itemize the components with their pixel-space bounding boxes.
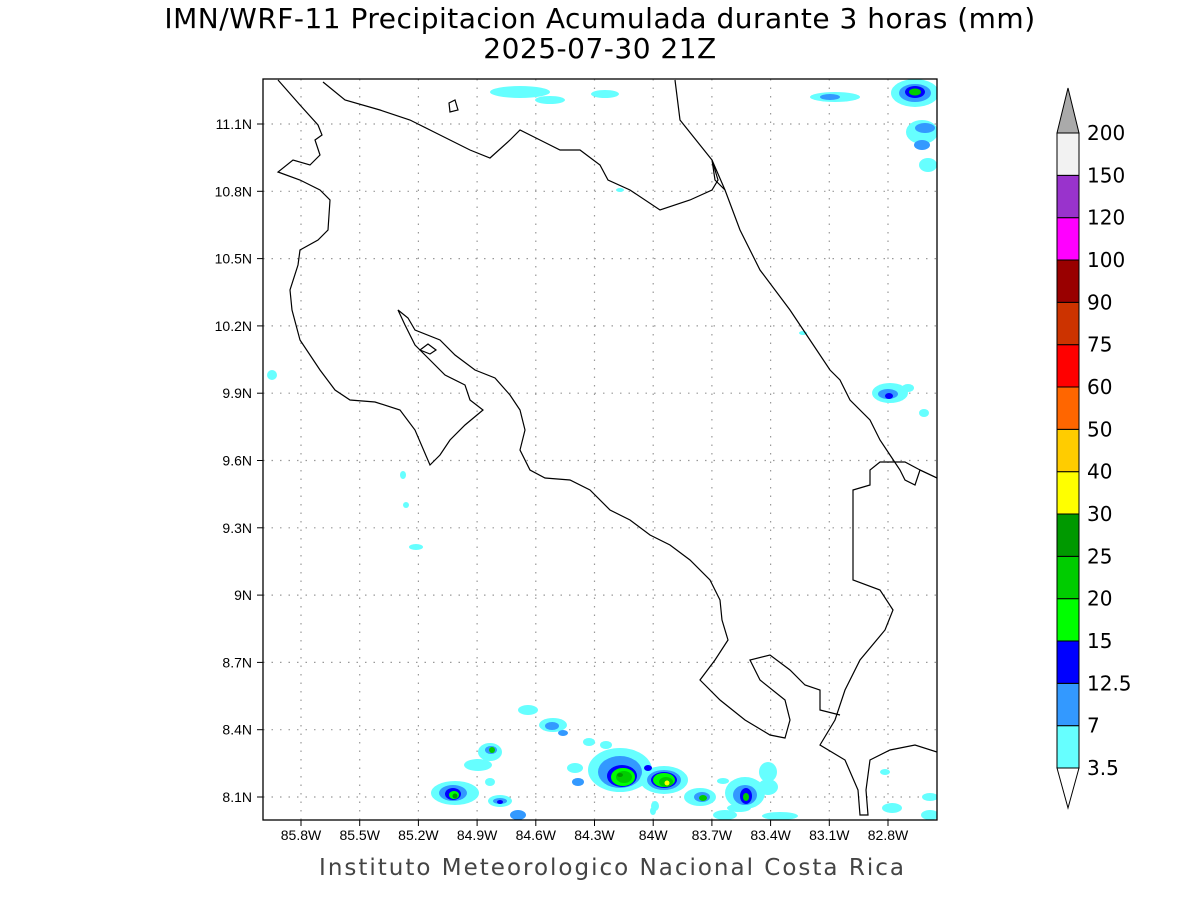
lat-tick-label: 11.1N <box>216 116 252 132</box>
colorbar-swatch <box>1056 513 1080 557</box>
colorbar-swatch <box>1056 132 1080 176</box>
osa-burica-coastline <box>819 461 937 816</box>
colorbar-label: 90 <box>1087 290 1112 314</box>
precip-cell <box>431 705 937 820</box>
lon-tick-label: 85.8W <box>281 827 322 843</box>
lon-tick-label: 85.5W <box>339 827 380 843</box>
lat-tick-label: 10.8N <box>215 183 252 199</box>
lon-tick-label: 84.3W <box>574 827 615 843</box>
lon-tick-label: 85.2W <box>398 827 439 843</box>
lat-tick-label: 9.9N <box>222 385 252 401</box>
lon-tick-label: 84.9W <box>457 827 498 843</box>
colorbar-label: 20 <box>1087 587 1112 611</box>
lat-tick-label: 8.4N <box>222 722 252 738</box>
colorbar-swatch <box>1056 301 1080 346</box>
lon-axis: 85.8W 85.5W 85.2W 84.9W 84.6W 84.3W 84W 83.7W 83… <box>281 820 909 843</box>
chira-island <box>418 343 438 355</box>
colorbar-label: 25 <box>1087 544 1112 568</box>
colorbar-swatch <box>1056 725 1080 769</box>
colorbar-label: 15 <box>1087 629 1112 653</box>
map-title: IMN/WRF-11 Precipitacion Acumulada duran… <box>164 2 1036 35</box>
colorbar-label: 12.5 <box>1087 671 1132 695</box>
colorbar-swatch <box>1056 217 1080 261</box>
lon-tick-label: 83.4W <box>750 827 791 843</box>
lon-tick-label: 82.8W <box>868 827 909 843</box>
colorbar-label: 40 <box>1087 460 1112 484</box>
colorbar-label: 60 <box>1087 375 1112 399</box>
colorbar-swatch <box>1056 428 1080 473</box>
lon-tick-label: 83.1W <box>809 827 850 843</box>
lat-axis: 11.1N 10.8N 10.5N 10.2N 9.9N 9.6N 9.3N 9N 8.7N 8.… <box>215 116 263 805</box>
colorbar-swatch <box>1056 640 1080 684</box>
lat-tick-label: 10.5N <box>215 251 252 267</box>
lat-tick-label: 9N <box>234 587 252 603</box>
colorbar-label: 120 <box>1087 206 1125 230</box>
colorbar-label: 150 <box>1087 163 1125 187</box>
colorbar-label: 200 <box>1087 121 1125 145</box>
colorbar-over-triangle <box>1056 87 1080 134</box>
lat-tick-label: 9.3N <box>222 520 252 536</box>
lake <box>448 99 459 113</box>
colorbar-swatch <box>1056 598 1080 642</box>
lat-tick-label: 8.1N <box>222 789 252 805</box>
colorbar-label: 50 <box>1087 417 1112 441</box>
lon-tick-label: 83.7W <box>692 827 733 843</box>
lat-tick-label: 8.7N <box>222 654 252 670</box>
colorbar: 3.5 7 12.5 15 20 25 30 40 50 60 75 90 100 120 150 200 <box>1056 87 1132 810</box>
colorbar-swatch <box>1056 344 1080 388</box>
colorbar-under-triangle <box>1056 767 1080 810</box>
coastlines <box>276 79 937 816</box>
colorbar-label: 30 <box>1087 502 1112 526</box>
colorbar-swatch <box>1056 682 1080 727</box>
colorbar-swatch <box>1056 555 1080 600</box>
lon-tick-label: 84W <box>639 827 669 843</box>
precip-field <box>267 79 937 820</box>
lat-tick-label: 9.6N <box>222 453 252 469</box>
footer-credit: Instituto Meteorologico Nacional Costa R… <box>319 855 906 881</box>
colorbar-swatch <box>1056 471 1080 515</box>
caribbean-coastline <box>674 79 937 486</box>
colorbar-swatch <box>1056 259 1080 303</box>
colorbar-swatch <box>1056 386 1080 430</box>
colorbar-swatch <box>1056 174 1080 219</box>
map-frame <box>262 78 938 821</box>
map-valid-time: 2025-07-30 21Z <box>483 32 717 65</box>
pacific-coastline <box>276 79 841 739</box>
colorbar-label: 3.5 <box>1087 756 1119 780</box>
lat-tick-label: 10.2N <box>215 318 252 334</box>
grid-lines <box>263 79 937 820</box>
precip-cell <box>872 383 929 417</box>
colorbar-label: 75 <box>1087 333 1112 357</box>
lon-tick-label: 84.6W <box>516 827 557 843</box>
colorbar-label: 7 <box>1087 714 1100 738</box>
nicaragua-border <box>322 81 726 211</box>
precip-cell <box>267 79 937 550</box>
colorbar-label: 100 <box>1087 248 1125 272</box>
